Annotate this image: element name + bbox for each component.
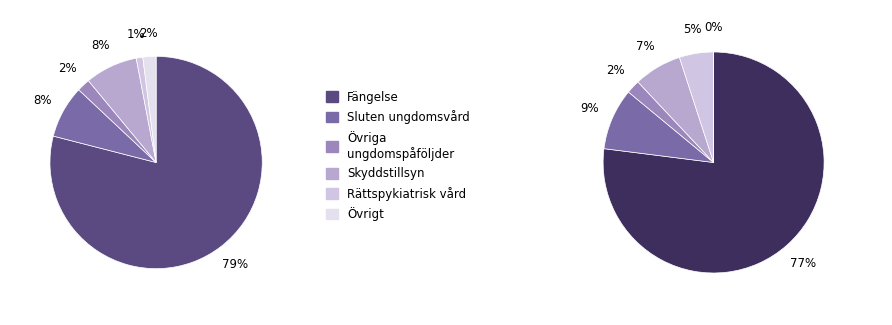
Wedge shape [604,92,714,162]
Wedge shape [143,56,156,162]
Text: 0%: 0% [705,21,723,34]
Wedge shape [78,81,156,162]
Wedge shape [50,56,262,269]
Text: 2%: 2% [606,64,624,77]
Wedge shape [680,52,714,162]
Text: 79%: 79% [222,258,249,271]
Legend: Fängelse, Sluten ungdomsvård, Övriga
ungdomspåföljder, Skyddstillsyn, Rättspykia: Fängelse, Sluten ungdomsvård, Övriga ung… [323,87,474,225]
Text: 1%: 1% [127,28,145,41]
Text: 9%: 9% [581,102,599,115]
Wedge shape [88,58,156,162]
Wedge shape [136,57,156,162]
Text: 8%: 8% [92,39,111,52]
Text: 2%: 2% [138,27,157,40]
Wedge shape [54,90,156,162]
Text: 5%: 5% [683,23,702,36]
Text: 2%: 2% [58,62,77,75]
Text: 77%: 77% [789,257,816,270]
Wedge shape [629,82,714,162]
Text: 8%: 8% [33,94,52,107]
Wedge shape [638,58,714,162]
Text: 7%: 7% [636,40,655,53]
Wedge shape [603,52,824,273]
